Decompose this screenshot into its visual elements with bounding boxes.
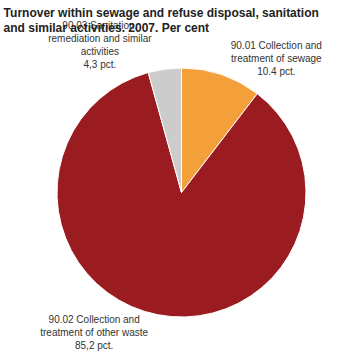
svg-text:90.02 Collection andtreatment: 90.02 Collection andtreatment of other w… <box>40 314 148 351</box>
svg-text:Turnover within sewage and ref: Turnover within sewage and refuse dispos… <box>4 6 319 36</box>
svg-text:90.01 Collection andtreatment: 90.01 Collection andtreatment of sewage1… <box>231 40 322 77</box>
svg-text:90.03 Sanitation,remediation a: 90.03 Sanitation,remediation and similar… <box>48 20 152 70</box>
